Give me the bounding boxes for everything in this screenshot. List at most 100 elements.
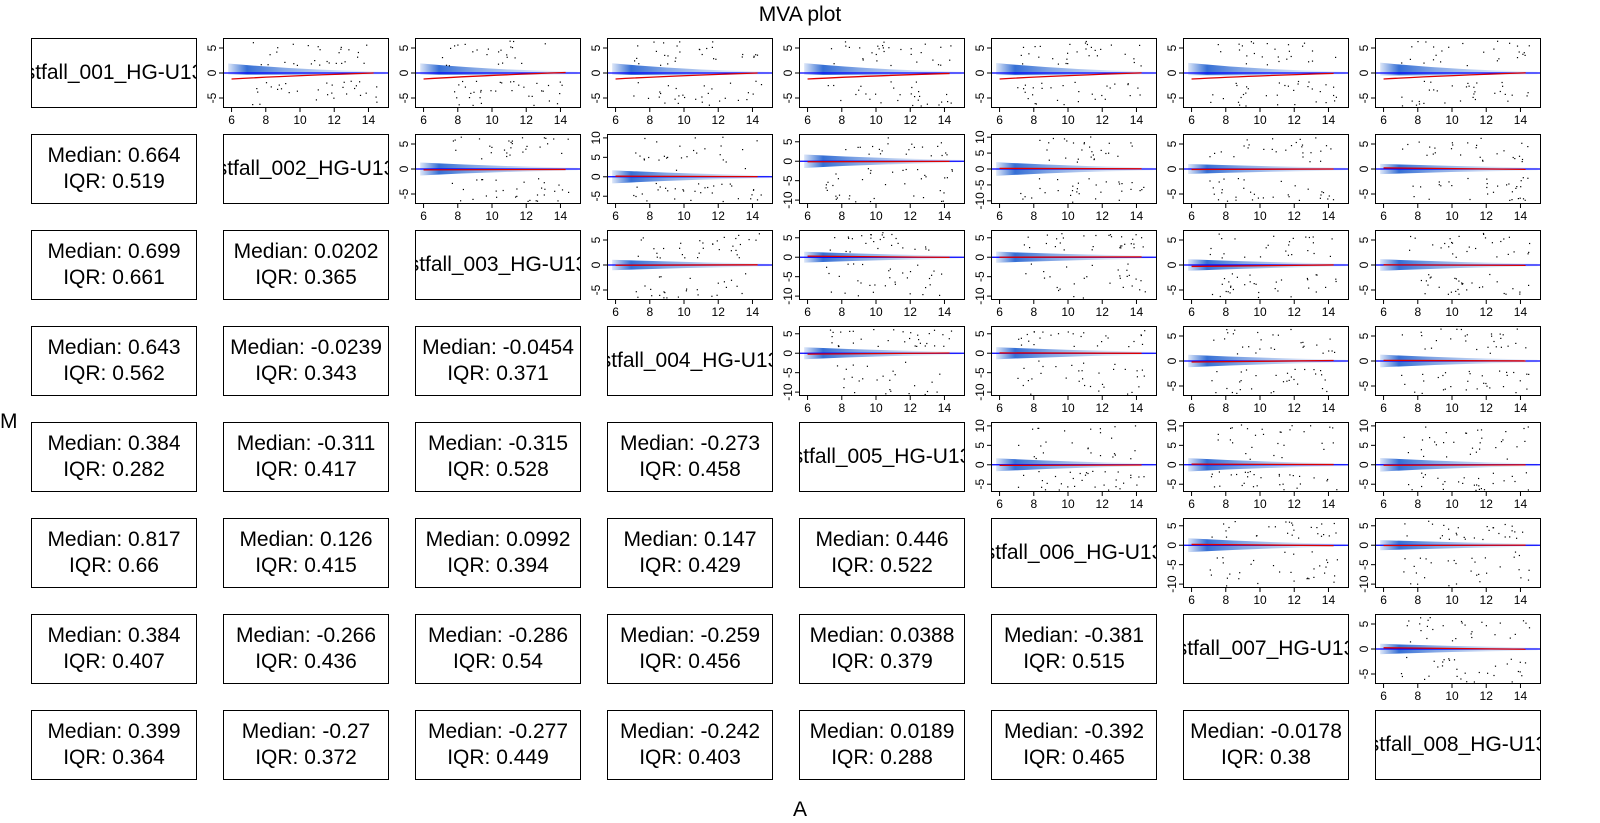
scatter-point: [1433, 660, 1435, 662]
scatter-point: [716, 240, 718, 242]
panel-frame: [415, 134, 581, 204]
scatter-point: [887, 340, 889, 342]
scatter-point: [1261, 56, 1263, 58]
scatter-point: [1321, 374, 1323, 376]
scatter-point: [719, 154, 721, 156]
scatter-point: [1087, 472, 1089, 475]
scatter-point: [1094, 98, 1096, 100]
scatter-point: [1505, 431, 1507, 433]
scatter-point: [1503, 150, 1505, 152]
scatter-point: [1473, 484, 1475, 486]
scatter-point: [1229, 292, 1231, 294]
scatter-point: [1091, 264, 1093, 266]
scatter-point: [1333, 522, 1335, 525]
scatter-point: [1460, 678, 1462, 680]
scatter-point: [845, 250, 847, 253]
scatter-point: [1408, 620, 1410, 622]
scatter-point: [666, 297, 668, 299]
scatter-point: [1484, 237, 1487, 239]
scatter-point: [1520, 186, 1522, 188]
y-tick-label: -5: [1357, 559, 1371, 570]
x-tick-label: 8: [1030, 305, 1037, 319]
scatter-point: [1492, 482, 1494, 485]
scatter-point: [1477, 429, 1479, 431]
scatter-point: [558, 184, 560, 186]
scatter-point: [1493, 48, 1495, 50]
scatter-point: [684, 257, 686, 259]
scatter-point: [495, 179, 497, 181]
scatter-point: [1214, 152, 1216, 154]
point-cloud: [829, 329, 953, 396]
x-tick-label: 10: [1061, 401, 1075, 415]
scatter-point: [836, 365, 839, 367]
scatter-point: [894, 374, 896, 376]
scatter-point: [933, 270, 935, 272]
x-tick-label: 8: [838, 209, 845, 223]
median-value: Median: -0.0178: [1190, 720, 1342, 743]
x-tick-label: 8: [454, 209, 461, 223]
scatter-point: [1228, 281, 1230, 283]
x-tick-label: 8: [1222, 209, 1229, 223]
scatter-point: [1333, 94, 1335, 97]
scatter-point: [319, 64, 321, 66]
x-tick-label: 6: [1188, 401, 1195, 415]
scatter-point: [497, 63, 500, 65]
scatter-point: [1476, 144, 1478, 146]
scatter-point: [1418, 103, 1421, 105]
scatter-point: [917, 334, 919, 336]
scatter-point: [1126, 275, 1128, 277]
scatter-point: [1511, 475, 1513, 477]
scatter-point: [1523, 427, 1525, 430]
scatter-point: [343, 81, 345, 83]
scatter-point: [1020, 344, 1023, 346]
scatter-point: [722, 136, 724, 138]
scatter-point: [1419, 557, 1421, 559]
scatter-point: [1331, 350, 1333, 352]
x-axis-label: A: [792, 798, 807, 821]
scatter-point: [1141, 369, 1143, 371]
scatter-point: [926, 103, 928, 105]
scatter-point: [751, 194, 753, 196]
x-tick-label: 14: [746, 305, 760, 319]
scatter-point: [1030, 263, 1032, 265]
scatter-point: [1023, 367, 1025, 369]
scatter-point: [1312, 242, 1314, 244]
scatter-point: [510, 81, 512, 83]
scatter-point: [902, 272, 904, 274]
scatter-point: [1430, 347, 1433, 349]
scatter-point: [479, 97, 481, 99]
panel-frame: [607, 38, 773, 108]
scatter-point: [1257, 296, 1260, 299]
scatter-point: [1225, 290, 1227, 293]
scatter-point: [1073, 283, 1075, 285]
scatter-point: [881, 150, 883, 152]
scatter-point: [1302, 346, 1304, 348]
x-tick-label: 6: [804, 305, 811, 319]
y-tick-label: -5: [1165, 380, 1179, 391]
scatter-point: [849, 330, 851, 332]
scatter-point: [724, 97, 726, 99]
scatter-point: [1065, 62, 1067, 65]
scatter-point: [1482, 159, 1484, 161]
scatter-point: [735, 237, 737, 240]
scatter-point: [1453, 441, 1455, 443]
scatter-point: [1039, 45, 1041, 47]
scatter-point: [859, 47, 861, 49]
scatter-point: [1502, 439, 1504, 441]
scatter-point: [667, 55, 669, 57]
scatter-point: [541, 90, 543, 92]
scatter-point: [1143, 375, 1145, 377]
scatter-point: [536, 200, 539, 202]
scatter-point: [1239, 389, 1241, 391]
x-tick-label: 6: [1188, 113, 1195, 127]
scatter-point: [1279, 571, 1281, 573]
y-tick-label: 10: [1357, 419, 1371, 433]
scatter-point: [1458, 481, 1460, 483]
scatter-point: [1478, 485, 1480, 487]
scatter-point: [1451, 242, 1454, 244]
scatter-point: [838, 194, 841, 196]
scatter-point: [1114, 363, 1116, 365]
scatter-point: [1527, 426, 1529, 428]
